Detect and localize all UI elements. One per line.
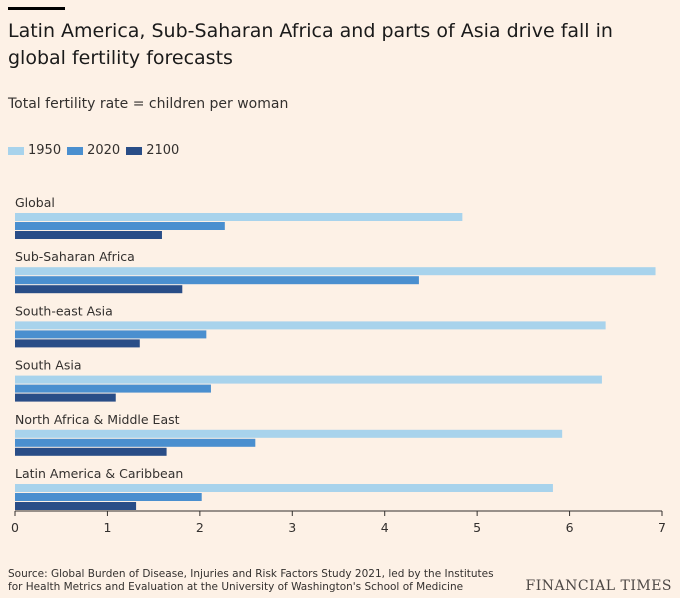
bar-north-africa-middle-east-2100	[15, 447, 167, 456]
x-tick-label-7: 7	[658, 520, 666, 535]
legend-item-2100: 2100	[126, 143, 179, 158]
bar-south-east-asia-2020	[15, 330, 207, 339]
bar-latin-america-caribbean-2100	[15, 502, 137, 510]
bar-south-east-asia-1950	[15, 321, 606, 330]
category-label-south-asia: South Asia	[15, 358, 82, 373]
x-tick-label-0: 0	[11, 520, 19, 535]
bar-sub-saharan-africa-1950	[15, 267, 656, 276]
bar-global-2100	[15, 231, 162, 239]
legend-label-1950: 1950	[28, 143, 62, 158]
x-tick-label-5: 5	[473, 520, 481, 535]
bar-sub-saharan-africa-2100	[15, 285, 183, 294]
category-label-global: Global	[15, 195, 55, 210]
bar-south-asia-2020	[15, 384, 211, 393]
bar-global-1950	[15, 213, 463, 221]
bar-sub-saharan-africa-2020	[15, 276, 419, 285]
bar-south-asia-1950	[15, 375, 602, 384]
x-tick-label-3: 3	[288, 520, 296, 535]
bar-north-africa-middle-east-2020	[15, 438, 256, 447]
legend-swatch-2020	[67, 146, 84, 155]
legend-item-2020: 2020	[67, 143, 120, 158]
chart-title: Latin America, Sub-Saharan Africa and pa…	[8, 20, 613, 69]
top-accent-bar	[8, 7, 65, 10]
category-label-sub-saharan-africa: Sub-Saharan Africa	[15, 249, 135, 264]
x-tick-label-6: 6	[566, 520, 574, 535]
category-label-south-east-asia: South-east Asia	[15, 303, 113, 318]
legend-label-2020: 2020	[87, 143, 121, 158]
bar-chart: Global Sub-Saharan Africa South-east Asia S…	[11, 195, 666, 535]
bar-latin-america-caribbean-1950	[15, 484, 553, 492]
legend-swatch-2100	[126, 146, 143, 155]
x-tick-label-4: 4	[381, 520, 389, 535]
bar-south-asia-2100	[15, 393, 116, 402]
x-tick-label-2: 2	[196, 520, 204, 535]
bar-latin-america-caribbean-2020	[15, 493, 202, 501]
legend-label-2100: 2100	[146, 143, 180, 158]
category-label-latin-america-caribbean: Latin America & Caribbean	[15, 466, 183, 481]
legend: 1950 2020 2100	[8, 143, 185, 158]
x-tick-label-1: 1	[103, 520, 111, 535]
brand-logo: FINANCIAL TIMES	[525, 578, 672, 594]
bar-south-east-asia-2100	[15, 339, 140, 348]
legend-item-1950: 1950	[8, 143, 61, 158]
bar-north-africa-middle-east-1950	[15, 429, 563, 438]
bar-global-2020	[15, 222, 225, 230]
legend-swatch-1950	[8, 146, 24, 155]
source-note: Source: Global Burden of Disease, Injuri…	[8, 568, 494, 593]
category-label-north-africa-middle-east: North Africa & Middle East	[15, 412, 180, 427]
chart-subtitle: Total fertility rate = children per woma…	[8, 96, 289, 112]
